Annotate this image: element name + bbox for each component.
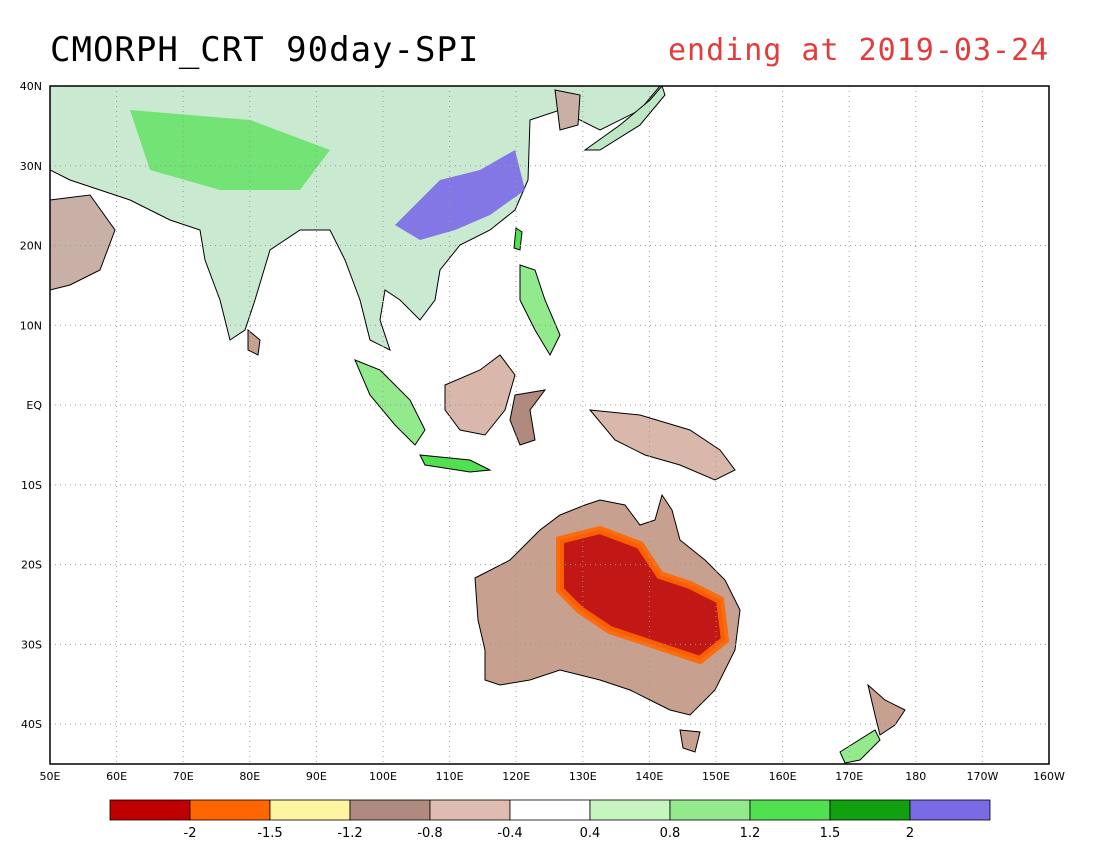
- lat-tick-label: 20S: [21, 559, 42, 572]
- lat-tick-label: 40N: [20, 80, 42, 93]
- lat-tick-label: 40S: [21, 718, 42, 731]
- grid-lines: [50, 86, 1049, 764]
- lon-tick-label: 140E: [635, 770, 663, 783]
- lon-tick-label: 130E: [569, 770, 597, 783]
- sulawesi-landmass: [509, 389, 547, 446]
- colorbar-label: 0.4: [580, 826, 601, 841]
- java-landmass: [419, 454, 492, 473]
- lon-tick-label: 70E: [173, 770, 194, 783]
- lon-tick-label: 180: [905, 770, 926, 783]
- land-layer: [49, 85, 906, 764]
- map-border: [49, 85, 1050, 765]
- lon-tick-label: 90E: [306, 770, 327, 783]
- lat-tick-label: 10S: [21, 479, 42, 492]
- colorbar-swatch: [269, 799, 351, 821]
- colorbar-swatch: [909, 799, 991, 821]
- new-guinea-landmass: [588, 409, 736, 481]
- map-title: CMORPH_CRT 90day-SPI: [50, 30, 480, 70]
- lat-tick-label: 10N: [20, 319, 42, 332]
- date-label: ending at 2019-03-24: [668, 33, 1050, 68]
- australia-dry-core: [560, 530, 725, 660]
- lon-tick-label: 80E: [239, 770, 260, 783]
- lon-tick-label: 160E: [769, 770, 797, 783]
- lon-tick-label: 150E: [702, 770, 730, 783]
- lon-tick-label: 110E: [436, 770, 464, 783]
- colorbar-label: -2: [184, 826, 197, 841]
- lat-tick-label: EQ: [26, 399, 42, 412]
- lon-tick-label: 60E: [106, 770, 127, 783]
- new-zealand-north: [867, 683, 906, 736]
- lon-tick-label: 120E: [502, 770, 530, 783]
- lat-tick-label: 30S: [21, 638, 42, 651]
- japan-landmass: [583, 85, 666, 151]
- lon-tick-label: 170W: [966, 770, 998, 783]
- colorbar-swatch: [749, 799, 831, 821]
- new-zealand-south: [839, 729, 881, 764]
- colorbar-swatch: [189, 799, 271, 821]
- lon-tick-label: 100E: [369, 770, 397, 783]
- lon-tick-label: 160W: [1033, 770, 1065, 783]
- australia-orange-ring: [556, 525, 730, 665]
- tibet-wet-patch: [130, 110, 330, 190]
- sri-lanka-landmass: [247, 328, 261, 356]
- philippines-landmass: [519, 264, 561, 357]
- colorbar: -2 -1.5 -1.2 -0.8 -0.4 0.4 0.8 1.2 1.5 2: [109, 799, 991, 841]
- colorbar-swatch: [349, 799, 431, 821]
- colorbar-swatch: [589, 799, 671, 821]
- colorbar-swatch: [669, 799, 751, 821]
- colorbar-label: 1.5: [820, 826, 841, 841]
- colorbar-label: 0.8: [660, 826, 681, 841]
- taiwan-landmass: [513, 227, 523, 251]
- colorbar-swatch: [829, 799, 911, 821]
- korea-landmass: [554, 89, 581, 131]
- colorbar-label: -0.4: [497, 826, 522, 841]
- colorbar-swatch: [429, 799, 511, 821]
- latitude-tick-labels: 40N 30N 20N 10N EQ 10S 20S 30S 40S: [20, 80, 43, 731]
- colorbar-label: -0.8: [417, 826, 442, 841]
- lat-tick-label: 20N: [20, 240, 42, 253]
- longitude-tick-labels: 50E 60E 70E 80E 90E 100E 110E 120E 130E 140E 150E 1…: [40, 770, 1066, 783]
- tasmania-landmass: [679, 729, 701, 753]
- colorbar-label: 1.2: [740, 826, 761, 841]
- china-wet-patch: [395, 150, 525, 240]
- sumatra-landmass: [354, 359, 426, 446]
- lon-tick-label: 50E: [40, 770, 61, 783]
- lon-tick-label: 170E: [835, 770, 863, 783]
- colorbar-swatch: [509, 799, 591, 821]
- colorbar-label: -1.2: [337, 826, 362, 841]
- colorbar-label: -1.5: [257, 826, 282, 841]
- colorbar-label: 2: [906, 826, 914, 841]
- lat-tick-label: 30N: [20, 160, 42, 173]
- colorbar-swatch: [109, 799, 191, 821]
